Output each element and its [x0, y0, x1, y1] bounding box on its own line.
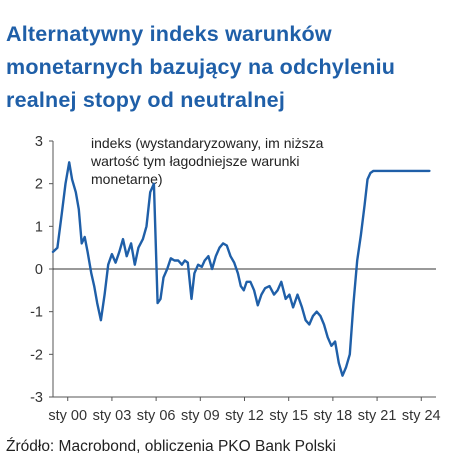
y-tick-label: -2: [30, 347, 43, 363]
x-tick-label: sty 15: [269, 408, 308, 424]
x-tick-label: sty 09: [181, 408, 220, 424]
annotation-line: indeks (wystandaryzowany, im niższa: [91, 135, 324, 151]
y-tick-label: 3: [35, 134, 43, 150]
x-tick-label: sty 12: [225, 408, 264, 424]
source-note: Źródło: Macrobond, obliczenia PKO Bank P…: [6, 438, 336, 455]
x-tick-label: sty 06: [137, 408, 176, 424]
x-tick-label: sty 21: [358, 408, 397, 424]
y-tick-label: -1: [30, 305, 43, 321]
chart-title: Alternatywny indeks warunków monetarnych…: [6, 22, 396, 112]
x-tick-label: sty 24: [402, 408, 441, 424]
y-tick-label: -3: [30, 390, 43, 406]
y-tick-label: 1: [35, 219, 43, 235]
annotation-line: monetarne): [91, 171, 163, 187]
x-tick-label: sty 00: [48, 408, 87, 424]
series-line: [51, 161, 431, 377]
x-tick-label: sty 03: [93, 408, 132, 424]
y-tick-label: 0: [35, 262, 43, 278]
annotation-line: wartość tym łagodniejsze warunki: [90, 153, 300, 169]
y-tick-label: 2: [35, 177, 43, 193]
x-tick-label: sty 18: [314, 408, 353, 424]
